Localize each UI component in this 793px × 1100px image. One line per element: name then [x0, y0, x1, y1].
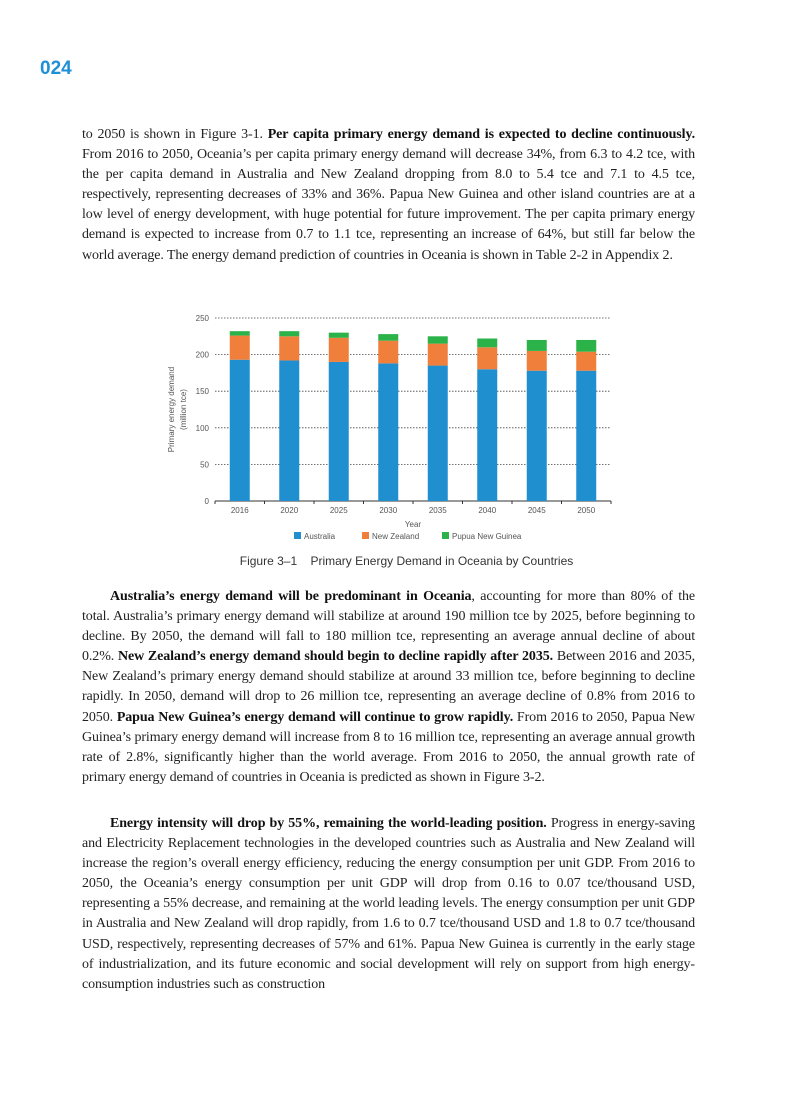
paragraph-energy-intensity: Energy intensity will drop by 55%, remai…	[82, 814, 695, 995]
y-tick-label: 200	[196, 351, 210, 360]
text-run: From 2016 to 2050, Oceania’s per capita …	[82, 147, 695, 263]
bar-new-zealand-2050	[576, 351, 597, 371]
y-axis-unit: (million tce)	[179, 389, 188, 430]
x-tick-label: 2035	[429, 506, 447, 515]
bar-australia-2020	[279, 360, 300, 501]
legend-swatch	[294, 532, 301, 539]
bar-australia-2040	[477, 369, 498, 501]
y-tick-label: 250	[196, 314, 210, 323]
x-tick-label: 2016	[231, 506, 249, 515]
bar-australia-2025	[328, 361, 349, 501]
bold-text: Papua New Guinea’s energy demand will co…	[116, 709, 514, 725]
x-tick-label: 2040	[478, 506, 496, 515]
text-run: , accounting for more than 80% of the to…	[82, 589, 696, 665]
bar-new-zealand-2020	[279, 336, 300, 361]
legend-label: Pupua New Guinea	[452, 532, 522, 541]
y-tick-label: 50	[200, 460, 209, 469]
page-number: 024	[40, 58, 72, 79]
bar-new-zealand-2030	[378, 340, 399, 364]
bar-new-zealand-2016	[229, 335, 250, 360]
bar-pupua-new-guinea-2030	[378, 334, 399, 341]
bold-text: Per capita primary energy demand is expe…	[267, 127, 695, 142]
legend-label: Australia	[304, 532, 336, 541]
text-run: to 2050 is shown in Figure 3-1.	[82, 127, 268, 142]
x-tick-label: 2025	[330, 506, 348, 515]
x-tick-label: 2050	[577, 506, 595, 515]
legend-swatch	[442, 532, 449, 539]
y-axis-title: Primary energy demand	[167, 367, 176, 452]
bar-pupua-new-guinea-2040	[477, 338, 498, 348]
bar-new-zealand-2035	[427, 343, 448, 366]
paragraph-country-demand: Australia’s energy demand will be predom…	[82, 587, 695, 788]
bar-pupua-new-guinea-2035	[427, 336, 448, 344]
bar-pupua-new-guinea-2025	[328, 332, 349, 338]
x-tick-label: 2020	[280, 506, 298, 515]
paragraph-per-capita: to 2050 is shown in Figure 3-1. Per capi…	[82, 125, 695, 266]
bar-new-zealand-2045	[526, 350, 547, 371]
bar-pupua-new-guinea-2020	[279, 331, 300, 337]
bar-new-zealand-2040	[477, 347, 498, 370]
bar-pupua-new-guinea-2050	[576, 339, 597, 352]
bar-australia-2030	[378, 363, 399, 501]
bold-text: Energy intensity will drop by 55%, remai…	[110, 816, 547, 831]
x-axis-title: Year	[405, 520, 422, 529]
bar-australia-2035	[427, 365, 448, 501]
y-tick-label: 100	[196, 424, 210, 433]
bar-pupua-new-guinea-2045	[526, 339, 547, 351]
bar-new-zealand-2025	[328, 337, 349, 362]
y-tick-label: 150	[196, 387, 210, 396]
x-tick-label: 2045	[528, 506, 546, 515]
text-run: Progress in energy-saving and Electricit…	[82, 816, 695, 992]
bar-australia-2050	[576, 370, 597, 501]
text-run: From 2016 to 2050, Papua New Guinea’s pr…	[82, 709, 695, 785]
bold-text: New Zealand’s energy demand should begin…	[117, 649, 554, 665]
bar-australia-2045	[526, 370, 547, 501]
x-tick-label: 2030	[379, 506, 397, 515]
legend-label: New Zealand	[372, 532, 419, 541]
bar-pupua-new-guinea-2016	[229, 331, 250, 336]
bar-australia-2016	[229, 359, 250, 501]
primary-energy-demand-chart: 0 50 100 150 200 250 2016 2020 2025 2030 2035 2040 2…	[167, 314, 612, 541]
figure-caption: Figure 3–1 Primary Energy Demand in Ocea…	[239, 554, 574, 568]
legend-swatch	[362, 532, 369, 539]
bold-text: Australia’s energy demand will be predom…	[110, 589, 472, 604]
text-run: Between 2016 and 2035, New Zealand’s pri…	[82, 649, 695, 725]
y-tick-label: 0	[205, 497, 210, 506]
